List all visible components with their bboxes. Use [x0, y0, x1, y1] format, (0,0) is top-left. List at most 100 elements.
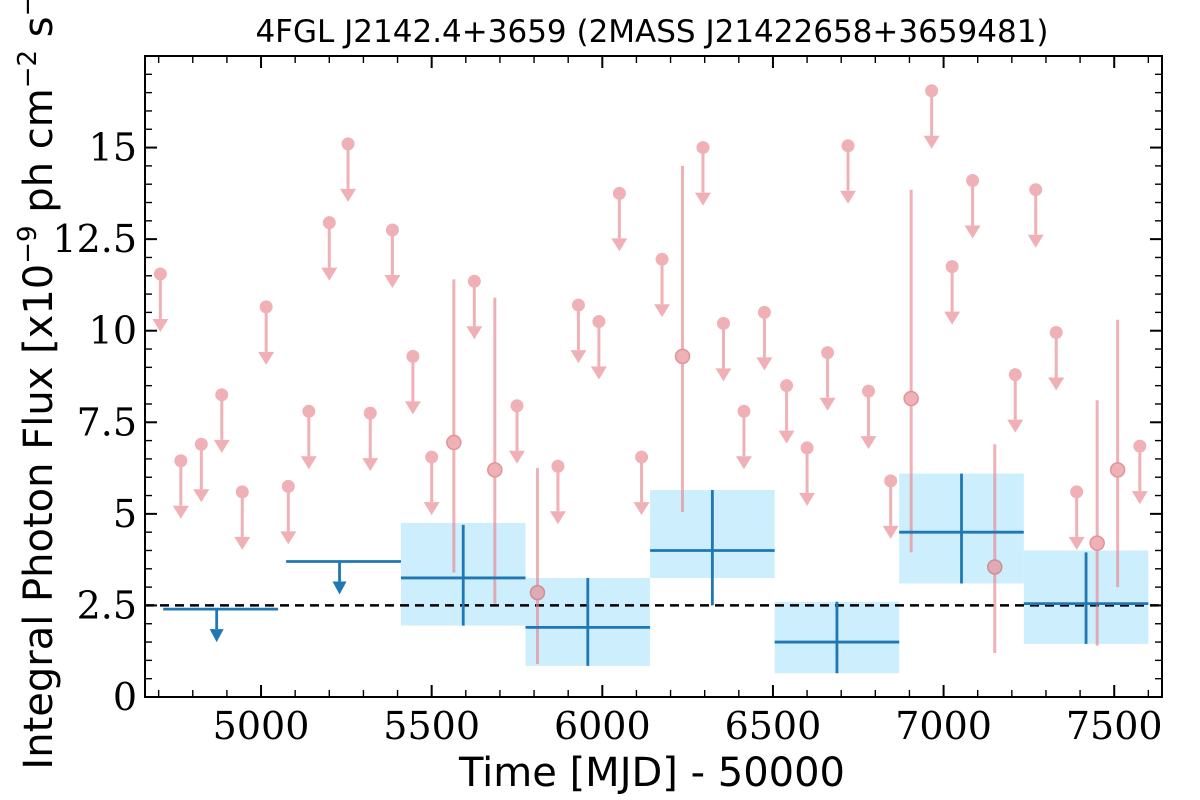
axis-tick-labels: 5000 5500 6000 6500 7000 7500 0 2.5 5 7.5 10 12.5 15 — [52, 126, 1162, 748]
monthly-ul-arrowhead — [654, 304, 671, 318]
monthly-upper-limit — [234, 485, 251, 550]
monthly-ul-arrowhead — [923, 135, 940, 149]
monthly-upper-limit — [508, 399, 525, 464]
monthly-ul-arrowhead — [735, 456, 752, 470]
monthly-ul-arrowhead — [694, 192, 711, 206]
monthly-upper-limit — [944, 260, 961, 325]
monthly-upper-limit — [1068, 485, 1085, 550]
monthly-detection-marker — [987, 559, 1003, 575]
annual-series — [163, 473, 1149, 674]
monthly-ul-arrowhead — [944, 311, 961, 325]
monthly-upper-limit — [384, 223, 401, 288]
monthly-upper-limit — [694, 141, 711, 206]
monthly-upper-limit — [152, 267, 169, 332]
monthly-ul-arrowhead — [570, 350, 587, 364]
monthly-upper-limit — [300, 404, 317, 470]
monthly-ul-arrowhead — [633, 502, 650, 516]
x-tick-label: 5500 — [383, 704, 480, 748]
y-axis-label-prefix: Integral Photon Flux [x10 — [16, 264, 62, 770]
monthly-ul-arrowhead — [860, 436, 877, 450]
monthly-ul-arrowhead — [799, 492, 816, 506]
annual-detection — [400, 524, 526, 626]
x-tick-label: 7500 — [1066, 704, 1163, 748]
x-tick-label: 7000 — [895, 704, 992, 748]
monthly-upper-limit — [1131, 439, 1148, 505]
monthly-upper-limit — [819, 346, 836, 411]
monthly-ul-arrowhead — [404, 401, 421, 415]
annual-detection — [1023, 552, 1149, 644]
monthly-ul-arrowhead — [756, 357, 773, 371]
monthly-upper-limit — [923, 84, 940, 149]
monthly-upper-limit — [1048, 326, 1065, 391]
monthly-detection-marker — [674, 348, 691, 365]
monthly-upper-limit — [715, 316, 732, 382]
axis-ticks — [145, 56, 1162, 698]
y-axis-label-exp2: −2 — [13, 50, 43, 88]
monthly-ul-arrowhead — [1048, 377, 1065, 391]
monthly-upper-limit — [799, 441, 816, 506]
monthly-detection-marker — [1109, 462, 1126, 478]
annual-upper-limit — [163, 607, 279, 643]
y-tick-label: 12.5 — [52, 217, 137, 261]
annual-upper-limit — [286, 560, 401, 595]
monthly-ul-arrowhead — [1131, 491, 1148, 505]
y-tick-label: 7.5 — [77, 400, 137, 444]
monthly-ul-arrowhead — [152, 318, 169, 332]
y-tick-label: 0 — [113, 675, 137, 719]
monthly-upper-limit — [340, 137, 357, 202]
annual-ul-arrowhead — [332, 581, 347, 595]
monthly-detection-marker — [487, 462, 503, 478]
monthly-ul-arrowhead — [1007, 419, 1024, 433]
monthly-detection-marker — [446, 434, 462, 451]
monthly-upper-limit — [362, 406, 379, 472]
annual-detection — [525, 577, 651, 666]
monthly-upper-limit — [466, 274, 483, 340]
annual-detection — [899, 473, 1024, 584]
monthly-upper-limit — [611, 186, 628, 252]
monthly-ul-arrowhead — [280, 531, 297, 545]
monthly-detection-marker — [1089, 535, 1105, 551]
monthly-upper-limit — [964, 174, 981, 239]
monthly-ul-arrowhead — [549, 511, 566, 525]
monthly-upper-limit — [882, 474, 899, 539]
x-tick-label: 5000 — [213, 704, 310, 748]
monthly-upper-limit — [280, 479, 297, 545]
monthly-ul-arrowhead — [172, 505, 189, 519]
y-tick-label: 15 — [89, 126, 137, 170]
monthly-ul-arrowhead — [234, 536, 251, 550]
monthly-ul-arrowhead — [819, 397, 836, 411]
monthly-ul-arrowhead — [611, 238, 628, 252]
monthly-detection-marker — [903, 390, 919, 407]
monthly-upper-limit — [778, 379, 795, 444]
monthly-upper-limit — [549, 459, 566, 525]
monthly-ul-arrowhead — [508, 450, 525, 464]
plot-frame — [144, 55, 1163, 698]
monthly-ul-arrowhead — [258, 351, 275, 365]
monthly-upper-limit — [321, 216, 338, 281]
monthly-ul-arrowhead — [466, 326, 483, 340]
monthly-detection — [903, 189, 919, 553]
monthly-ul-arrowhead — [193, 489, 210, 503]
y-axis-label-mid: ph cm — [16, 88, 62, 225]
monthly-ul-arrowhead — [362, 458, 379, 472]
monthly-upper-limit — [1027, 183, 1044, 248]
monthly-ul-arrowhead — [340, 188, 357, 202]
monthly-detection — [987, 444, 1003, 654]
monthly-ul-arrowhead — [300, 456, 317, 470]
x-tick-label: 6000 — [554, 704, 651, 748]
annual-detection — [774, 601, 900, 674]
y-axis-label: Integral Photon Flux [x10−9 ph cm−2 s−1] — [13, 0, 62, 770]
x-tick-label: 6500 — [725, 704, 822, 748]
monthly-ul-arrowhead — [321, 267, 338, 281]
monthly-ul-arrowhead — [384, 274, 401, 288]
monthly-upper-limit — [654, 252, 671, 318]
monthly-upper-limit — [756, 305, 773, 371]
x-axis-label: Time [MJD] - 50000 — [458, 750, 845, 796]
monthly-ul-arrowhead — [778, 430, 795, 444]
monthly-upper-limit — [423, 450, 440, 516]
monthly-ul-arrowhead — [964, 225, 981, 239]
chart-title: 4FGL J2142.4+3659 (2MASS J21422658+36594… — [255, 14, 1048, 50]
monthly-upper-limit — [860, 384, 877, 450]
y-tick-label: 5 — [113, 492, 137, 536]
